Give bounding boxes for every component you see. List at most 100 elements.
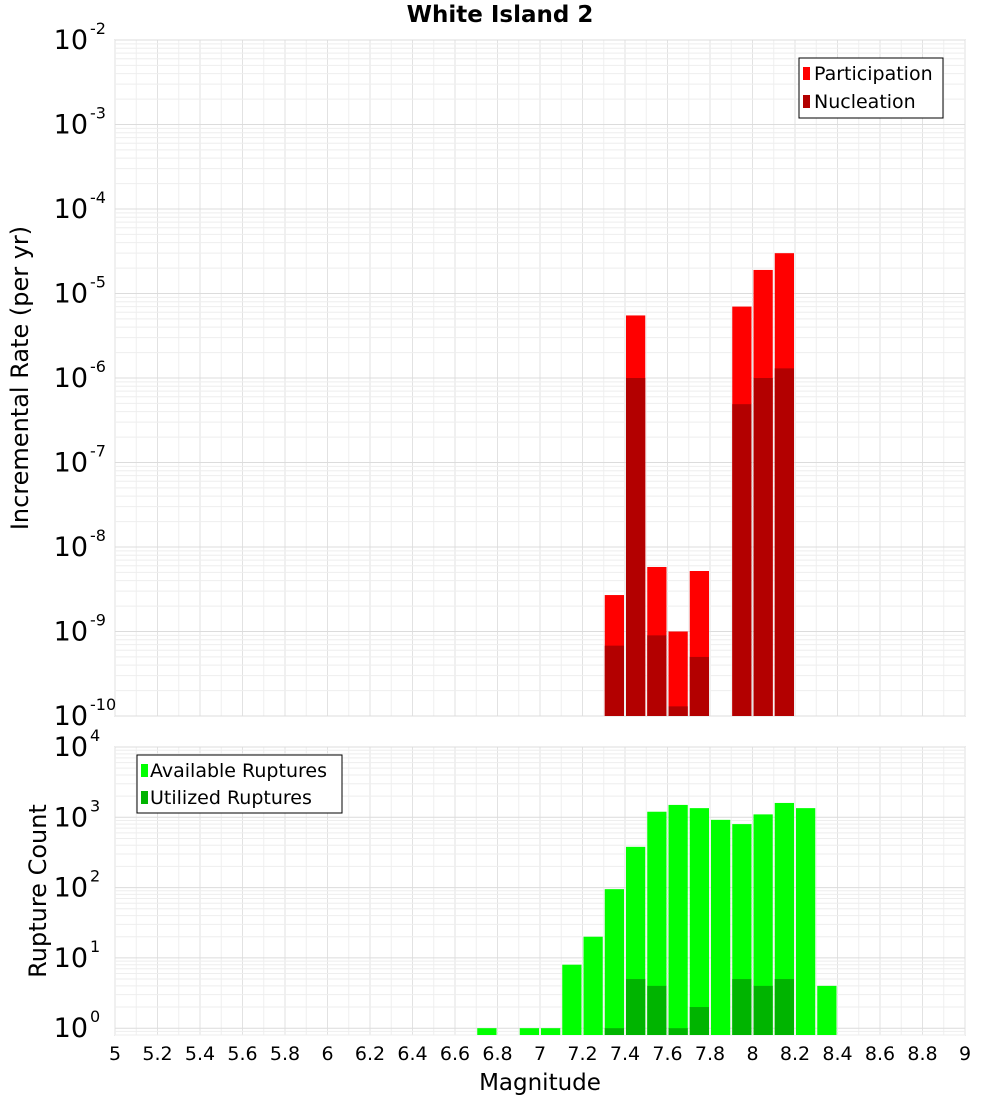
x-tick-label: 9 [959, 1043, 971, 1065]
x-tick-label: 8.8 [907, 1043, 937, 1065]
x-tick-label: 5.6 [227, 1043, 257, 1065]
y-tick-label: 10 -6 [54, 357, 106, 394]
svg-text:-4: -4 [90, 188, 106, 207]
y-tick-label: 10 -5 [54, 273, 106, 310]
x-tick-label: 7.4 [610, 1043, 640, 1065]
legend-label-utilized: Utilized Ruptures [150, 787, 312, 809]
y-tick-label: 10 -2 [54, 19, 106, 56]
svg-text:-6: -6 [90, 357, 106, 376]
x-tick-label: 8.2 [780, 1043, 810, 1065]
x-tick-label: 8 [746, 1043, 758, 1065]
svg-text:-7: -7 [90, 442, 106, 461]
y-tick-label: 10 3 [54, 796, 101, 833]
legend-label-nucleation: Nucleation [814, 91, 916, 113]
bar-series1 [689, 656, 709, 716]
svg-text:-9: -9 [90, 611, 106, 630]
bar-series1 [647, 985, 667, 1035]
bar-series1 [689, 1007, 709, 1035]
svg-text:10: 10 [54, 701, 88, 732]
top-y-axis-label: Incremental Rate (per yr) [6, 226, 34, 530]
x-tick-label: 6.2 [355, 1043, 385, 1065]
x-tick-label: 6.8 [482, 1043, 512, 1065]
svg-text:10: 10 [54, 532, 88, 563]
svg-text:10: 10 [54, 732, 88, 763]
bar-series1 [668, 706, 688, 716]
svg-text:10: 10 [54, 279, 88, 310]
bar-series1 [626, 378, 646, 716]
y-tick-label: 10 0 [54, 1007, 101, 1044]
svg-text:-10: -10 [90, 695, 116, 714]
y-tick-label: 10 -10 [54, 695, 117, 732]
svg-text:10: 10 [54, 448, 88, 479]
x-tick-label: 7.6 [652, 1043, 682, 1065]
svg-text:-8: -8 [90, 526, 106, 545]
legend-swatch-participation [803, 67, 810, 80]
x-tick-label: 6 [321, 1043, 333, 1065]
bar-series0 [753, 814, 773, 1035]
x-tick-label: 8.6 [865, 1043, 895, 1065]
svg-text:-2: -2 [90, 19, 106, 38]
svg-text:10: 10 [54, 194, 88, 225]
y-tick-label: 10 1 [54, 937, 101, 974]
svg-text:10: 10 [54, 802, 88, 833]
bar-series0 [711, 819, 731, 1035]
bar-series1 [647, 635, 667, 716]
svg-text:-3: -3 [90, 104, 106, 123]
x-tick-label: 8.4 [822, 1043, 852, 1065]
bottom-legend: Available Ruptures Utilized Ruptures [136, 754, 343, 814]
svg-text:2: 2 [90, 867, 100, 886]
x-tick-label: 6.6 [440, 1043, 470, 1065]
legend-swatch-nucleation [803, 95, 810, 108]
bar-series0 [689, 808, 709, 1035]
legend-label-available: Available Ruptures [150, 760, 327, 782]
svg-text:10: 10 [54, 617, 88, 648]
bottom-bars [477, 802, 837, 1035]
x-axis-label: Magnitude [479, 1070, 601, 1096]
y-tick-label: 10 -3 [54, 104, 106, 141]
top-bars [604, 253, 794, 716]
svg-text:10: 10 [54, 1013, 88, 1044]
top-grid [114, 39, 966, 717]
bar-series1 [732, 404, 752, 716]
legend-swatch-available [141, 764, 148, 777]
bar-series0 [604, 889, 624, 1035]
bar-series0 [477, 1028, 497, 1035]
x-tick-label: 5.2 [142, 1043, 172, 1065]
bottom-y-axis-label: Rupture Count [24, 804, 52, 978]
x-tick-label: 6.4 [397, 1043, 427, 1065]
x-tick-label: 7 [534, 1043, 546, 1065]
bar-series0 [647, 811, 667, 1035]
bar-series1 [732, 979, 752, 1035]
bar-series0 [774, 802, 794, 1035]
svg-text:3: 3 [90, 796, 100, 815]
y-tick-label: 10 -9 [54, 611, 106, 648]
legend-label-participation: Participation [814, 63, 933, 85]
y-tick-label: 10 4 [54, 726, 101, 763]
legend-swatch-utilized [141, 791, 148, 804]
y-tick-label: 10 -8 [54, 526, 106, 563]
bar-series0 [583, 936, 603, 1035]
bar-series1 [604, 645, 624, 716]
bar-series0 [541, 1028, 561, 1035]
bar-series1 [626, 979, 646, 1035]
bar-series0 [668, 804, 688, 1035]
svg-text:-5: -5 [90, 273, 106, 292]
x-tick-label: 5 [109, 1043, 121, 1065]
y-tick-label: 10 -4 [54, 188, 106, 225]
bar-series0 [796, 808, 816, 1035]
bar-series1 [774, 979, 794, 1035]
svg-text:0: 0 [90, 1007, 100, 1026]
y-tick-label: 10 -7 [54, 442, 106, 479]
x-tick-labels: 5 5.2 5.4 5.6 5.8 6 6.2 6.4 6.6 6.8 7 7.2 7.4 7.6 7.8 8… [109, 1043, 971, 1065]
svg-text:10: 10 [54, 110, 88, 141]
bar-series1 [668, 1028, 688, 1035]
chart-title: White Island 2 [407, 2, 594, 28]
bar-series1 [753, 378, 773, 716]
x-tick-label: 7.2 [567, 1043, 597, 1065]
svg-text:4: 4 [90, 726, 100, 745]
bar-series0 [519, 1028, 539, 1035]
svg-text:10: 10 [54, 943, 88, 974]
